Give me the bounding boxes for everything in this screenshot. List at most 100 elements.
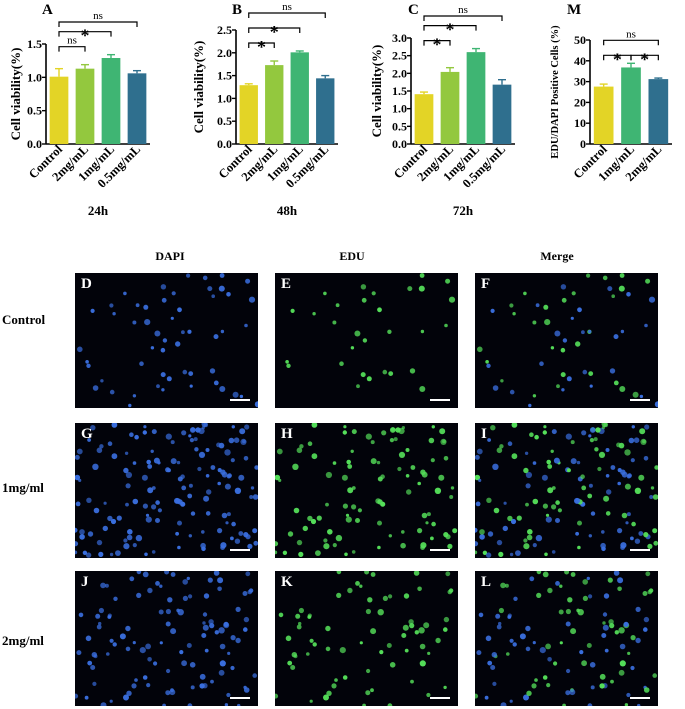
cell-nucleus xyxy=(213,334,219,340)
cell-nucleus xyxy=(486,363,491,368)
cell-nucleus xyxy=(410,679,414,684)
cell-nucleus xyxy=(234,538,241,544)
cell-nucleus xyxy=(511,423,518,428)
cell-nucleus xyxy=(617,468,622,473)
micrograph-e: E xyxy=(275,273,458,408)
cell-nucleus xyxy=(165,433,172,440)
cell-nucleus xyxy=(253,540,258,546)
cell-nucleus xyxy=(496,624,502,630)
cell-nucleus xyxy=(75,474,81,481)
cell-nucleus xyxy=(525,646,531,652)
cell-nucleus xyxy=(475,501,481,507)
cell-nucleus xyxy=(364,571,370,575)
cell-nucleus xyxy=(153,457,160,464)
cell-nucleus xyxy=(159,641,163,645)
cell-nucleus xyxy=(590,427,596,432)
cell-nucleus xyxy=(77,346,83,353)
cell-nucleus xyxy=(218,627,225,634)
cell-nucleus xyxy=(630,536,634,541)
cell-nucleus xyxy=(220,329,225,334)
cell-nucleus xyxy=(232,391,239,398)
cell-nucleus xyxy=(410,465,416,470)
cell-nucleus xyxy=(498,621,502,626)
cell-nucleus xyxy=(535,303,540,308)
cell-nucleus xyxy=(239,394,244,399)
cell-nucleus xyxy=(484,695,489,700)
cell-nucleus xyxy=(532,461,537,465)
cell-nucleus xyxy=(500,702,507,706)
cell-nucleus xyxy=(201,546,206,552)
cell-nucleus xyxy=(207,577,213,583)
cell-nucleus xyxy=(389,438,394,443)
cell-nucleus xyxy=(496,447,503,454)
cell-nucleus xyxy=(371,291,376,296)
cell-nucleus xyxy=(395,427,401,433)
cell-nucleus xyxy=(647,589,653,595)
cell-nucleus xyxy=(590,685,595,690)
cell-nucleus xyxy=(228,437,235,444)
cell-nucleus xyxy=(475,541,479,547)
cell-nucleus xyxy=(198,427,205,435)
cell-nucleus xyxy=(100,702,107,706)
cell-nucleus xyxy=(335,534,343,542)
cell-nucleus xyxy=(87,531,94,537)
cell-nucleus xyxy=(359,584,363,588)
cell-nucleus xyxy=(218,285,225,292)
cell-nucleus xyxy=(250,486,255,490)
cell-nucleus xyxy=(580,474,585,479)
cell-nucleus xyxy=(179,650,184,655)
cell-nucleus xyxy=(601,530,605,534)
cell-nucleus xyxy=(570,316,574,320)
cell-nucleus xyxy=(421,512,428,519)
cell-nucleus xyxy=(610,679,614,684)
cell-nucleus xyxy=(224,483,231,490)
cell-nucleus xyxy=(620,542,627,549)
cell-nucleus xyxy=(243,532,249,538)
cell-nucleus xyxy=(275,550,278,555)
cell-nucleus xyxy=(311,423,318,428)
cell-nucleus xyxy=(542,675,548,680)
cell-nucleus xyxy=(217,481,221,486)
cell-nucleus xyxy=(478,478,482,482)
cell-nucleus xyxy=(296,539,303,546)
cell-nucleus xyxy=(202,683,208,689)
cell-nucleus xyxy=(175,498,181,504)
cell-nucleus xyxy=(181,660,187,667)
cell-nucleus xyxy=(75,527,78,533)
cell-nucleus xyxy=(323,538,328,543)
y-tick-label: 0.0 xyxy=(392,137,407,151)
cell-nucleus xyxy=(597,466,602,472)
cell-nucleus xyxy=(78,478,82,482)
cell-nucleus xyxy=(323,291,327,296)
cell-nucleus xyxy=(345,513,350,517)
cell-nucleus xyxy=(476,650,482,656)
cell-nucleus xyxy=(100,582,106,589)
cell-nucleus xyxy=(509,552,514,557)
cell-nucleus xyxy=(479,534,485,540)
cell-nucleus xyxy=(630,635,636,641)
cell-nucleus xyxy=(642,591,648,596)
cell-nucleus xyxy=(243,616,250,623)
cell-nucleus xyxy=(586,273,591,278)
cell-nucleus xyxy=(244,323,248,328)
cell-nucleus xyxy=(487,531,494,537)
cell-nucleus xyxy=(107,441,113,446)
cell-nucleus xyxy=(544,319,551,326)
significance-label: ns xyxy=(282,1,292,13)
cell-nucleus xyxy=(296,624,302,630)
cell-nucleus xyxy=(512,642,517,647)
cell-nucleus xyxy=(430,458,435,463)
cell-nucleus xyxy=(619,273,625,278)
fluorescence-cells xyxy=(475,571,657,706)
cell-nucleus xyxy=(82,550,88,555)
significance-bracket xyxy=(630,54,659,61)
cell-nucleus xyxy=(354,330,361,337)
cell-nucleus xyxy=(76,650,82,656)
cell-nucleus xyxy=(553,457,560,464)
cell-nucleus xyxy=(205,474,210,478)
y-tick-label: 0.5 xyxy=(217,114,232,128)
cell-nucleus xyxy=(203,593,210,599)
cell-nucleus xyxy=(544,552,548,557)
y-tick-label: 2.5 xyxy=(217,23,232,37)
column-header-edu: EDU xyxy=(339,249,365,263)
